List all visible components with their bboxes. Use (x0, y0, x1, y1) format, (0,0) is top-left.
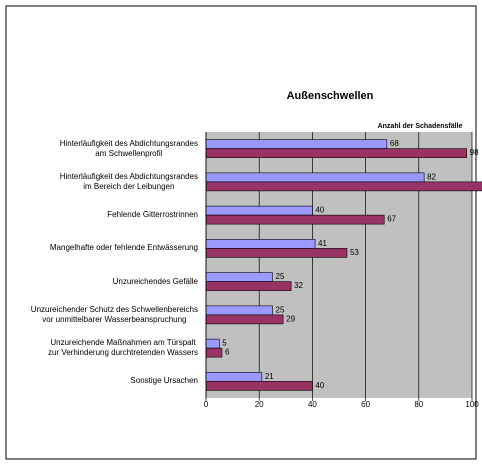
value-label: 21 (265, 372, 274, 381)
value-label: 25 (276, 272, 285, 281)
x-tick-label: 40 (308, 400, 317, 409)
bar (205, 372, 263, 382)
category-label: Sonstige Ursachen (130, 376, 198, 386)
x-tick-label: 0 (204, 400, 209, 409)
value-label: 6 (225, 348, 230, 357)
value-label: 40 (315, 206, 324, 215)
frame (5, 5, 477, 460)
bar (205, 239, 316, 249)
bar (205, 314, 284, 325)
value-label: 29 (286, 314, 295, 323)
value-label: 98 (470, 148, 479, 157)
x-tick-label: 100 (465, 400, 479, 409)
bar (205, 305, 273, 316)
category-label: Unzureichendes Gefälle (112, 276, 198, 286)
category-label: Hinterläufigkeit des Abdichtungsrandes a… (59, 138, 198, 158)
value-label: 25 (276, 305, 285, 314)
bar (205, 172, 425, 183)
category-label: Hinterläufigkeit des Abdichtungsrandes i… (59, 171, 198, 191)
value-label: 82 (427, 172, 436, 181)
bar (205, 272, 273, 282)
value-label: 53 (350, 248, 359, 257)
value-label: 68 (390, 139, 399, 148)
x-tick-label: 20 (255, 400, 264, 409)
bar (205, 347, 223, 358)
value-label: 41 (318, 239, 327, 248)
value-label: 40 (315, 381, 324, 390)
chart-title: Außenschwellen (287, 90, 374, 102)
category-label: Mangelhafte oder fehlende Entwässerung (49, 243, 198, 253)
bar (205, 281, 292, 291)
bar (205, 139, 388, 149)
bar (205, 338, 220, 349)
value-label: 5 (222, 339, 227, 348)
value-label: 32 (294, 281, 303, 290)
axis-title: Anzahl der Schadensfälle (378, 123, 463, 130)
category-label: Unzureichender Schutz des Schwellenberei… (30, 304, 198, 324)
bar (205, 381, 313, 391)
x-tick-label: 60 (361, 400, 370, 409)
category-label: Unzureichende Maßnahmen am Türspalt zur … (47, 338, 198, 358)
category-label: Fehlende Gitterrostrinnen (107, 210, 198, 220)
bar (205, 248, 348, 258)
x-tick-label: 80 (414, 400, 423, 409)
bar (205, 181, 482, 192)
bar (205, 205, 313, 216)
bar (205, 214, 385, 225)
value-label: 67 (387, 215, 396, 224)
bar (205, 148, 467, 158)
